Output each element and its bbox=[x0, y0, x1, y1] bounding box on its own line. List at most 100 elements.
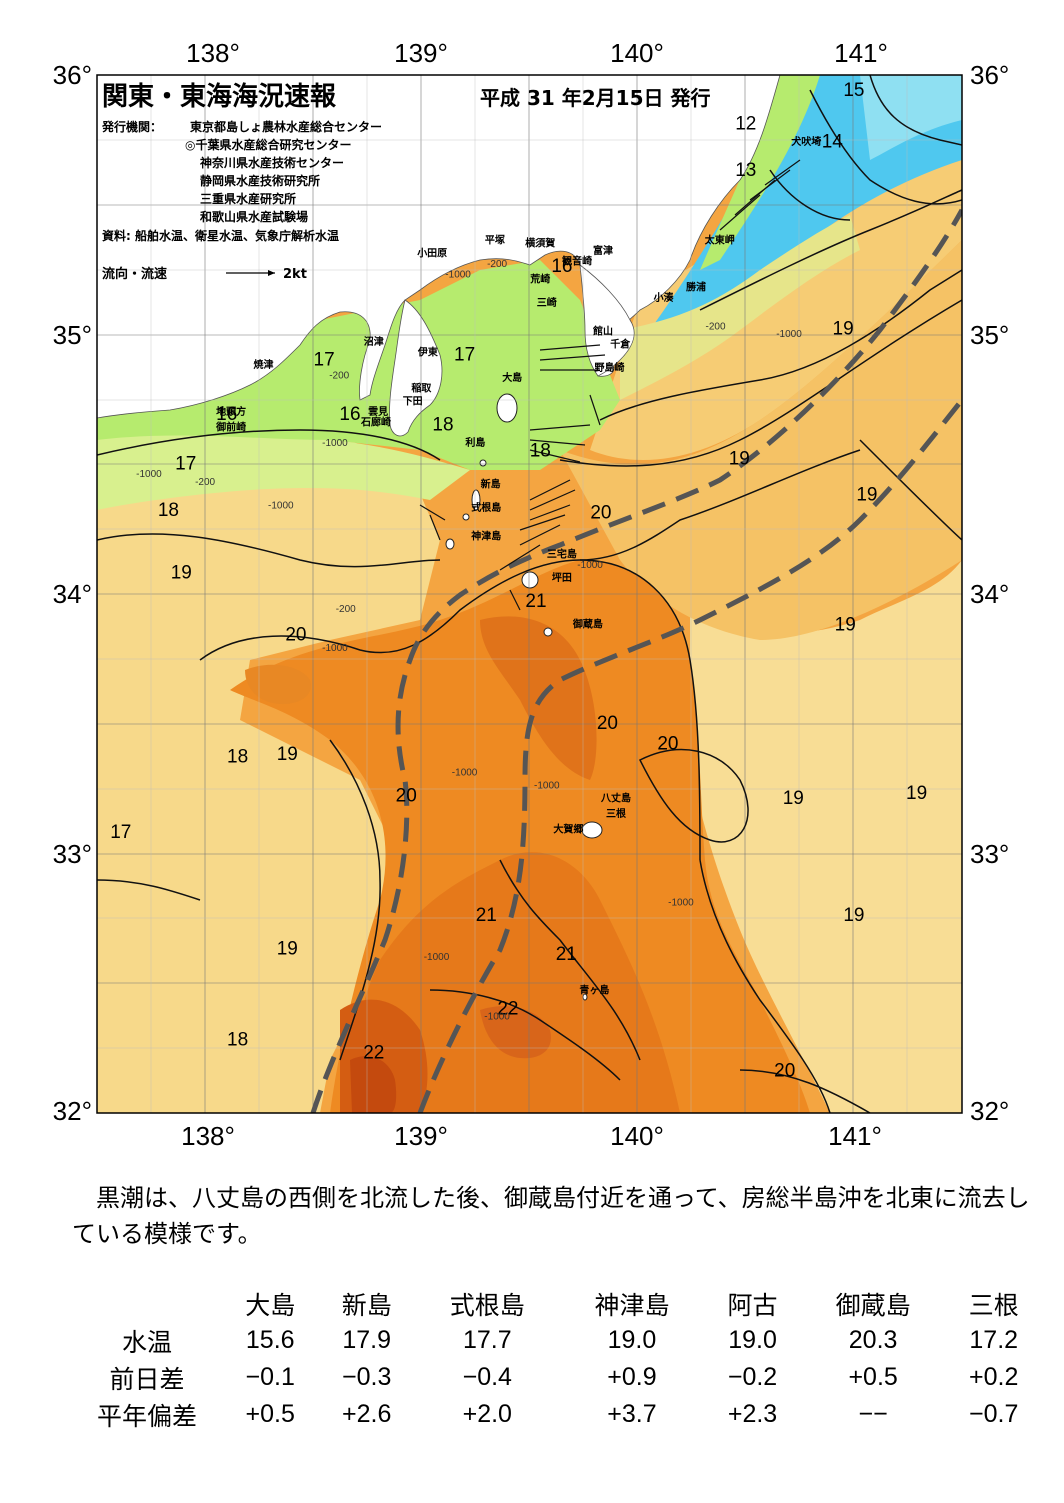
table-cell: −0.7 bbox=[969, 1400, 1019, 1428]
isotherm-label: 20 bbox=[774, 1061, 795, 1082]
place-label: 大賀郷 bbox=[553, 823, 583, 836]
cool-water-west bbox=[97, 430, 440, 1113]
place-label: 八丈島 bbox=[600, 792, 631, 805]
table-cell: −0.1 bbox=[245, 1363, 295, 1391]
map-title: 関東・東海海況速報 bbox=[102, 82, 337, 112]
lon-label-bottom: 138° bbox=[181, 1121, 235, 1151]
table-cell: +3.7 bbox=[607, 1400, 657, 1428]
depth-label: -1000 bbox=[424, 952, 450, 963]
lon-label-bottom: 141° bbox=[828, 1121, 882, 1151]
depth-labels: -1000 -200 -1000 -200 -200 -1000 -1000 -200 -100… bbox=[136, 259, 802, 1023]
isotherm-label: 16 bbox=[339, 404, 360, 425]
lon-axis-top: 138° 139° 140° 141° bbox=[186, 38, 888, 68]
place-label: 新島 bbox=[481, 478, 501, 491]
row-label: 平年偏差 bbox=[96, 1401, 197, 1431]
place-label: 式根島 bbox=[471, 501, 501, 514]
issuer-item: 東京都島しょ農林水産総合センター bbox=[190, 119, 382, 134]
isotherm-label: 19 bbox=[729, 448, 750, 469]
isotherm-label: 13 bbox=[735, 160, 756, 181]
isotherm-label: 19 bbox=[277, 744, 298, 765]
data-source: 資料: 船舶水温、衛星水温、気象庁解析水温 bbox=[102, 228, 339, 243]
table-cell: 17.2 bbox=[969, 1326, 1019, 1354]
place-label: 青ヶ島 bbox=[579, 984, 609, 997]
isotherm-label: 12 bbox=[735, 114, 756, 135]
kuroshio-axis-center bbox=[417, 398, 962, 1113]
place-label: 三宅島 bbox=[547, 548, 577, 561]
isotherm-label: 20 bbox=[396, 786, 417, 807]
mild-water-northeast bbox=[590, 150, 962, 460]
depth-label: -1000 bbox=[668, 897, 694, 908]
isotherm-label: 16 bbox=[551, 256, 572, 277]
isotherm-label: 19 bbox=[835, 614, 856, 635]
row-label: 前日差 bbox=[109, 1364, 185, 1394]
table-cell: −0.2 bbox=[727, 1363, 778, 1391]
current-vectors bbox=[419, 159, 801, 611]
isotherm-label: 18 bbox=[530, 441, 551, 462]
station-header: 阿古 bbox=[727, 1290, 778, 1320]
place-label: 大島 bbox=[502, 371, 522, 384]
lat-label-right: 35° bbox=[970, 320, 1009, 350]
station-header: 御蔵島 bbox=[835, 1290, 911, 1320]
isotherm-label: 20 bbox=[597, 713, 618, 734]
table-cell: +0.9 bbox=[607, 1363, 657, 1391]
station-header: 三根 bbox=[968, 1290, 1019, 1320]
table-cell: +0.5 bbox=[245, 1400, 295, 1428]
place-label: 地頭方 bbox=[216, 405, 246, 418]
place-label: 平塚 bbox=[485, 234, 505, 247]
isotherm-label: 21 bbox=[476, 905, 497, 926]
table-cell: 17.9 bbox=[342, 1326, 392, 1354]
place-label: 下田 bbox=[403, 396, 423, 408]
depth-label: -1000 bbox=[136, 469, 162, 480]
place-label: 石廊崎 bbox=[360, 415, 391, 428]
toshima-island bbox=[479, 459, 487, 467]
lon-axis-bottom: 138° 139° 140° 141° bbox=[181, 1121, 882, 1151]
table-cell: −0.4 bbox=[462, 1363, 512, 1391]
lon-label-top: 140° bbox=[610, 38, 664, 68]
lat-label-left: 32° bbox=[53, 1096, 92, 1126]
kozushima-island bbox=[445, 538, 455, 550]
mild-water-east bbox=[560, 240, 962, 640]
land bbox=[96, 74, 781, 437]
isotherm-label: 14 bbox=[822, 132, 844, 153]
sea-temperature-map: 138° 139° 140° 141° 138° 139° 140° 141° … bbox=[53, 38, 1010, 1151]
map-header: 関東・東海海況速報 平成 31 年2月15日 発行 発行機関： 東京都島しょ農林… bbox=[101, 82, 710, 282]
hachijojima-island bbox=[581, 821, 603, 839]
station-header: 式根島 bbox=[449, 1290, 525, 1320]
place-label: 御蔵島 bbox=[572, 618, 603, 631]
table-row: 水温 15.6 17.9 17.7 19.0 19.0 20.3 17.2 bbox=[72, 1322, 1042, 1359]
isotherm-label: 19 bbox=[783, 788, 804, 809]
place-label: 伊東 bbox=[417, 345, 438, 358]
lat-label-right: 32° bbox=[970, 1096, 1009, 1126]
place-label: 稲取 bbox=[411, 382, 432, 395]
depth-label: -1000 bbox=[322, 438, 348, 449]
table-cell: +2.3 bbox=[727, 1400, 778, 1428]
place-label: 沼津 bbox=[364, 335, 384, 348]
isotherm-label: 22 bbox=[497, 998, 518, 1019]
place-label: 三崎 bbox=[537, 296, 557, 309]
isotherm-label: 18 bbox=[158, 500, 179, 521]
issuer-item: 静岡県水産技術研究所 bbox=[200, 173, 320, 188]
lat-axis-right: 36° 35° 34° 33° 32° bbox=[970, 60, 1009, 1126]
isotherm-label: 17 bbox=[454, 345, 475, 366]
station-header: 神津島 bbox=[594, 1290, 670, 1320]
place-label: 三根 bbox=[606, 807, 626, 820]
isotherm-label: 19 bbox=[171, 562, 192, 583]
isotherm-label: 18 bbox=[227, 747, 248, 768]
isotherm-label: 15 bbox=[843, 80, 864, 101]
table-cell: 19.0 bbox=[607, 1326, 657, 1354]
table-cell: −0.3 bbox=[342, 1363, 392, 1391]
isotherm-label: 19 bbox=[906, 783, 927, 804]
place-label: 坪田 bbox=[552, 571, 572, 584]
cool-water-sagami bbox=[97, 260, 620, 480]
place-label: 焼津 bbox=[254, 358, 274, 371]
grid bbox=[97, 75, 962, 1113]
depth-label: -200 bbox=[487, 259, 507, 270]
kuroshio-axis bbox=[310, 208, 962, 1113]
lon-label-top: 139° bbox=[394, 38, 448, 68]
table-cell: −− bbox=[858, 1400, 888, 1428]
table-row: 平年偏差 +0.5 +2.6 +2.0 +3.7 +2.3 −− −0.7 bbox=[72, 1396, 1042, 1433]
table-cell: +2.6 bbox=[342, 1400, 392, 1428]
place-label: 荒崎 bbox=[529, 273, 550, 286]
table-cell: +0.5 bbox=[848, 1363, 898, 1391]
place-label: 小湊 bbox=[653, 291, 675, 304]
